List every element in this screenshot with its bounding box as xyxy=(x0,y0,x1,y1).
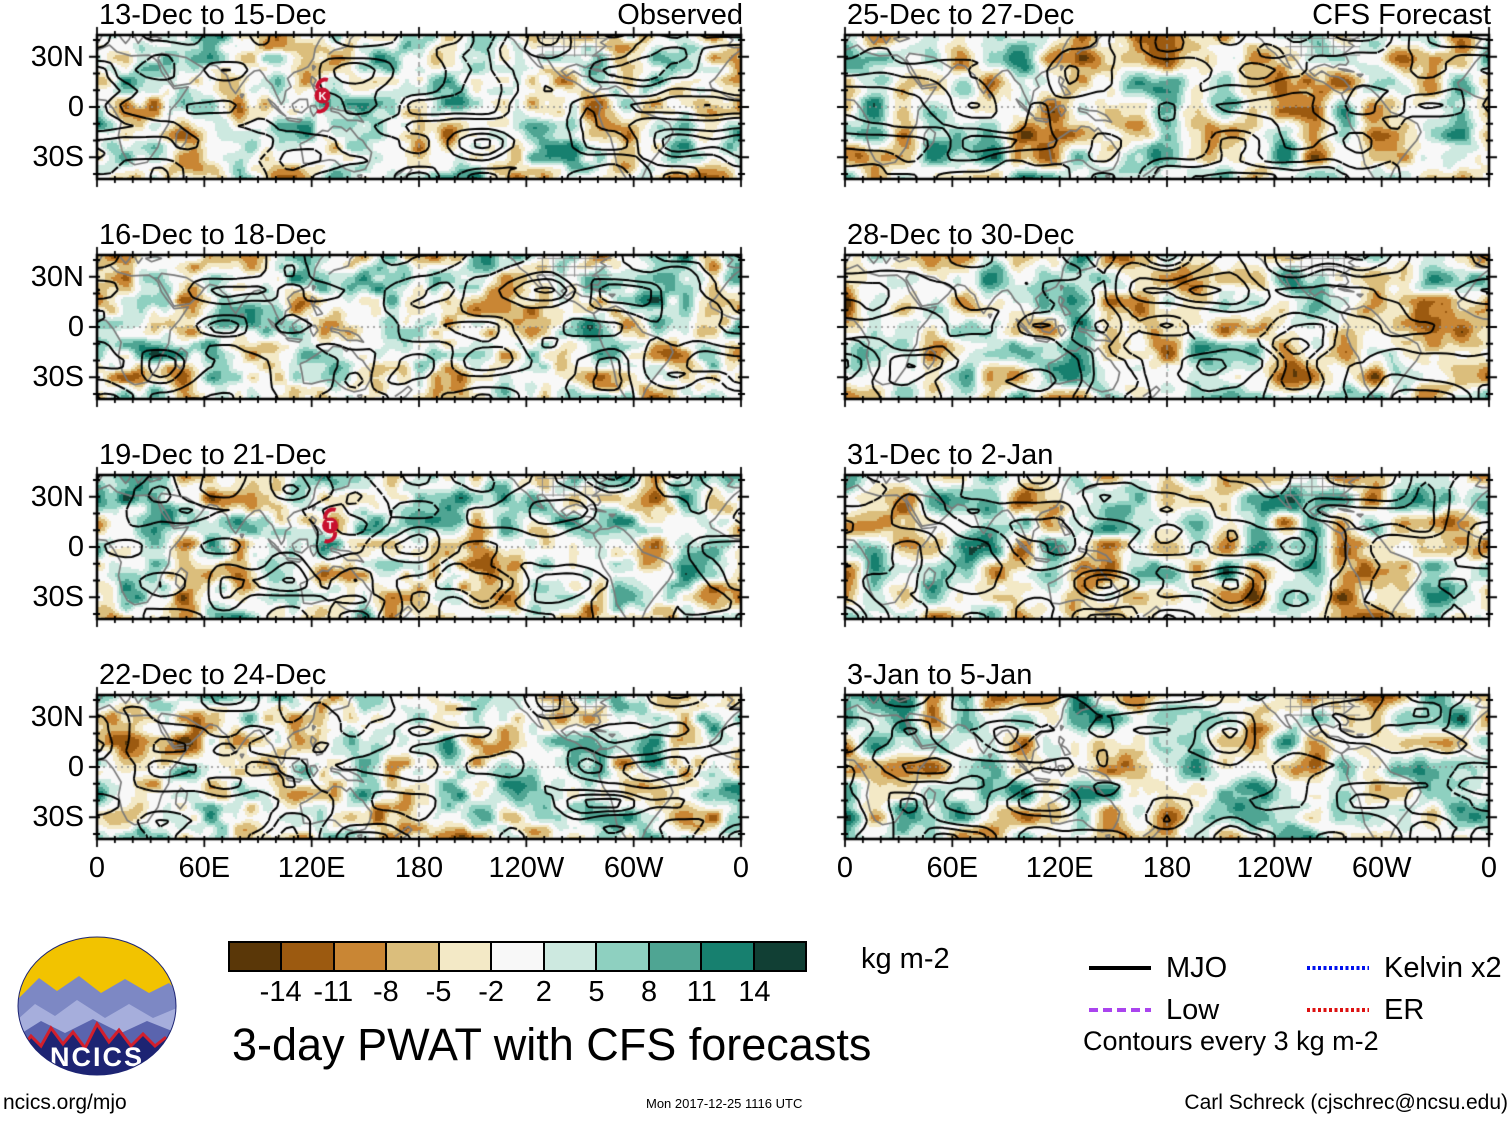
x-axis-label: 120W xyxy=(488,852,565,884)
panel-badge: CFS Forecast xyxy=(1312,0,1491,31)
x-axis-label: 0 xyxy=(836,852,854,884)
x-axis-label: 120E xyxy=(1025,852,1094,884)
colorbar-tick-label: -11 xyxy=(313,976,354,1008)
legend-line-swatch xyxy=(1307,1008,1369,1012)
panel-title: 13-Dec to 15-Dec xyxy=(99,0,327,31)
y-axis-label: 0 xyxy=(67,91,84,123)
y-axis-label: 0 xyxy=(67,751,84,783)
panel-title: 16-Dec to 18-Dec xyxy=(99,219,327,251)
x-axis-label: 60W xyxy=(603,852,664,884)
colorbar-tick-label: -8 xyxy=(373,976,399,1008)
map-canvas xyxy=(834,244,1500,410)
y-axis-label: 30S xyxy=(32,361,84,394)
map-canvas xyxy=(834,464,1500,630)
figure-title: 3-day PWAT with CFS forecasts xyxy=(232,1019,872,1070)
colorbar-segment xyxy=(752,943,805,970)
colorbar-segment xyxy=(647,943,701,970)
legend-item-label: Kelvin x2 xyxy=(1384,952,1502,984)
map-panel: 19-Dec to 21-Dec xyxy=(86,440,752,630)
colorbar-units-label: kg m-2 xyxy=(861,943,950,975)
y-axis-label: 30N xyxy=(30,260,84,293)
map-panel: 13-Dec to 15-Dec Observed xyxy=(86,0,752,190)
panel-title: 31-Dec to 2-Jan xyxy=(847,439,1054,471)
y-axis-label: 30N xyxy=(30,40,84,73)
x-axis-label: 120W xyxy=(1236,852,1313,884)
x-axis-label: 0 xyxy=(732,852,750,884)
colorbar-tick-label: -14 xyxy=(259,976,302,1008)
x-axis-label: 120E xyxy=(277,852,346,884)
map-panel: 31-Dec to 2-Jan xyxy=(834,440,1500,630)
x-axis-label: 60E xyxy=(926,852,979,884)
legend-line-swatch xyxy=(1089,966,1151,970)
colorbar-segment xyxy=(595,943,648,970)
legend-item-label: ER xyxy=(1384,994,1425,1026)
colorbar-tick-label: 8 xyxy=(641,976,658,1008)
map-canvas xyxy=(86,244,752,410)
colorbar xyxy=(228,941,807,972)
panel-title: 28-Dec to 30-Dec xyxy=(847,219,1075,251)
map-panel: 22-Dec to 24-Dec xyxy=(86,660,752,850)
colorbar-segment xyxy=(542,943,596,970)
map-panel: 25-Dec to 27-Dec CFS Forecast xyxy=(834,0,1500,190)
colorbar-segment xyxy=(700,943,753,970)
panel-badge: Observed xyxy=(617,0,743,31)
colorbar-segment xyxy=(280,943,333,970)
panel-title: 22-Dec to 24-Dec xyxy=(99,659,327,691)
map-canvas xyxy=(834,24,1500,190)
panel-title: 3-Jan to 5-Jan xyxy=(847,659,1033,691)
x-axis-label: 180 xyxy=(1142,852,1192,884)
legend-line-swatch xyxy=(1089,1008,1151,1012)
x-axis-label: 180 xyxy=(394,852,444,884)
x-axis-label: 60W xyxy=(1351,852,1412,884)
ncics-logo: NCICS xyxy=(17,936,177,1076)
y-axis-label: 30S xyxy=(32,581,84,614)
legend-line-swatch xyxy=(1307,966,1369,970)
colorbar-segment xyxy=(230,943,281,970)
colorbar-tick-label: -5 xyxy=(425,976,452,1008)
colorbar-tick-label: -2 xyxy=(478,976,505,1008)
map-canvas xyxy=(834,684,1500,850)
colorbar-segment xyxy=(490,943,543,970)
legend-item-label: Low xyxy=(1166,994,1220,1026)
map-panel: 28-Dec to 30-Dec xyxy=(834,220,1500,410)
panel-title: 25-Dec to 27-Dec xyxy=(847,0,1075,31)
map-canvas xyxy=(86,684,752,850)
y-axis-label: 30N xyxy=(30,480,84,513)
footer-timestamp: Mon 2017-12-25 1116 UTC xyxy=(646,1096,803,1111)
legend-note: Contours every 3 kg m-2 xyxy=(1083,1026,1379,1056)
colorbar-tick-label: 11 xyxy=(686,976,717,1008)
y-axis-label: 30S xyxy=(32,141,84,174)
map-canvas xyxy=(86,24,752,190)
map-panel: 16-Dec to 18-Dec xyxy=(86,220,752,410)
x-axis-label: 60E xyxy=(178,852,231,884)
y-axis-label: 30S xyxy=(32,801,84,834)
colorbar-segment xyxy=(385,943,438,970)
map-panel: 3-Jan to 5-Jan xyxy=(834,660,1500,850)
colorbar-tick-label: 2 xyxy=(535,976,552,1008)
colorbar-segment xyxy=(332,943,386,970)
colorbar-tick-label: 5 xyxy=(588,976,605,1008)
legend-item-label: MJO xyxy=(1166,952,1228,984)
x-axis-label: 0 xyxy=(1480,852,1498,884)
y-axis-label: 0 xyxy=(67,531,84,563)
colorbar-tick-label: 14 xyxy=(738,976,771,1008)
y-axis-label: 0 xyxy=(67,311,84,343)
x-axis-label: 0 xyxy=(88,852,106,884)
panel-title: 19-Dec to 21-Dec xyxy=(99,439,327,471)
footer-credit: Carl Schreck (cjschrec@ncsu.edu) xyxy=(1184,1091,1508,1114)
colorbar-segment xyxy=(437,943,491,970)
footer-url: ncics.org/mjo xyxy=(3,1091,127,1114)
y-axis-label: 30N xyxy=(30,700,84,733)
logo-text: NCICS xyxy=(50,1042,144,1072)
map-canvas xyxy=(86,464,752,630)
